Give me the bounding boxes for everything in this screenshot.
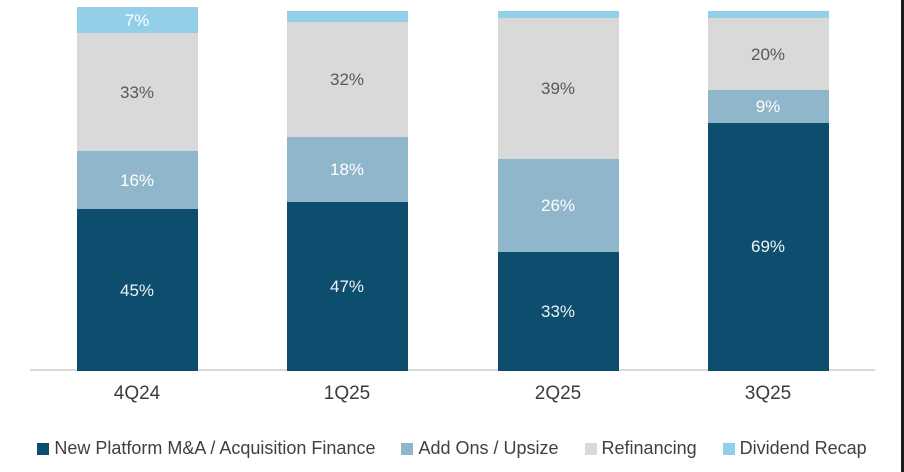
bar-segment: 33% — [76, 32, 198, 152]
segment-value-label: 39% — [540, 78, 576, 98]
bar-segment: 69% — [707, 122, 829, 371]
legend-item: Dividend Recap — [722, 438, 867, 459]
segment-value-label: 20% — [750, 44, 786, 64]
legend-label: New Platform M&A / Acquisition Finance — [54, 438, 376, 458]
x-axis-tick-labels: 4Q24 1Q25 2Q25 3Q25 — [0, 383, 904, 409]
legend-swatch-icon — [584, 442, 597, 455]
plot-area: 7% 33% 16% 45% 32% 18% 47% 39% 26% 33% 20% 9% 69% — [30, 7, 875, 371]
segment-value-label: 18% — [329, 159, 365, 179]
segment-value-label: 7% — [124, 10, 150, 30]
bar-segment — [707, 11, 829, 19]
legend-label: Refinancing — [601, 438, 697, 458]
legend-swatch-icon — [722, 442, 735, 455]
segment-value-label: 26% — [540, 195, 576, 215]
segment-value-label: 32% — [329, 69, 365, 89]
segment-value-label: 45% — [119, 280, 155, 300]
x-axis-label: 2Q25 — [534, 383, 582, 404]
bar-segment — [497, 11, 619, 19]
legend-swatch-icon — [37, 442, 50, 455]
segment-value-label: 9% — [755, 96, 781, 116]
bar-segment: 7% — [76, 7, 198, 33]
legend-item: New Platform M&A / Acquisition Finance — [37, 438, 375, 459]
bar-segment: 16% — [76, 151, 198, 209]
bar-segment: 33% — [497, 252, 619, 371]
x-axis-label: 4Q24 — [113, 383, 161, 404]
legend-item: Add Ons / Upsize — [401, 438, 559, 459]
segment-value-label: 33% — [119, 82, 155, 102]
segment-value-label: 33% — [540, 302, 576, 322]
bar-segment: 39% — [497, 18, 619, 159]
bar-segment: 18% — [286, 137, 408, 202]
bar-segment: 26% — [497, 158, 619, 253]
legend-item: Refinancing — [584, 438, 697, 459]
bar-4q24: 7% 33% 16% 45% — [76, 7, 198, 371]
x-axis-label: 3Q25 — [744, 383, 792, 404]
x-axis-line — [30, 369, 875, 371]
legend-label: Dividend Recap — [739, 438, 867, 458]
bar-segment: 9% — [707, 90, 829, 123]
x-axis-label: 1Q25 — [323, 383, 371, 404]
legend-swatch-icon — [401, 442, 414, 455]
legend: New Platform M&A / Acquisition Finance Ad… — [0, 438, 904, 459]
bar-3q25: 20% 9% 69% — [707, 11, 829, 371]
bar-segment: 32% — [286, 21, 408, 138]
bar-1q25: 32% 18% 47% — [286, 11, 408, 371]
bar-segment: 47% — [286, 201, 408, 371]
segment-value-label: 69% — [750, 237, 786, 257]
bar-2q25: 39% 26% 33% — [497, 11, 619, 371]
legend-label: Add Ons / Upsize — [418, 438, 559, 458]
bar-segment — [286, 11, 408, 22]
image-right-border — [901, 0, 904, 472]
segment-value-label: 16% — [119, 170, 155, 190]
segment-value-label: 47% — [329, 276, 365, 296]
bar-segment: 20% — [707, 18, 829, 91]
bar-segment: 45% — [76, 209, 198, 371]
